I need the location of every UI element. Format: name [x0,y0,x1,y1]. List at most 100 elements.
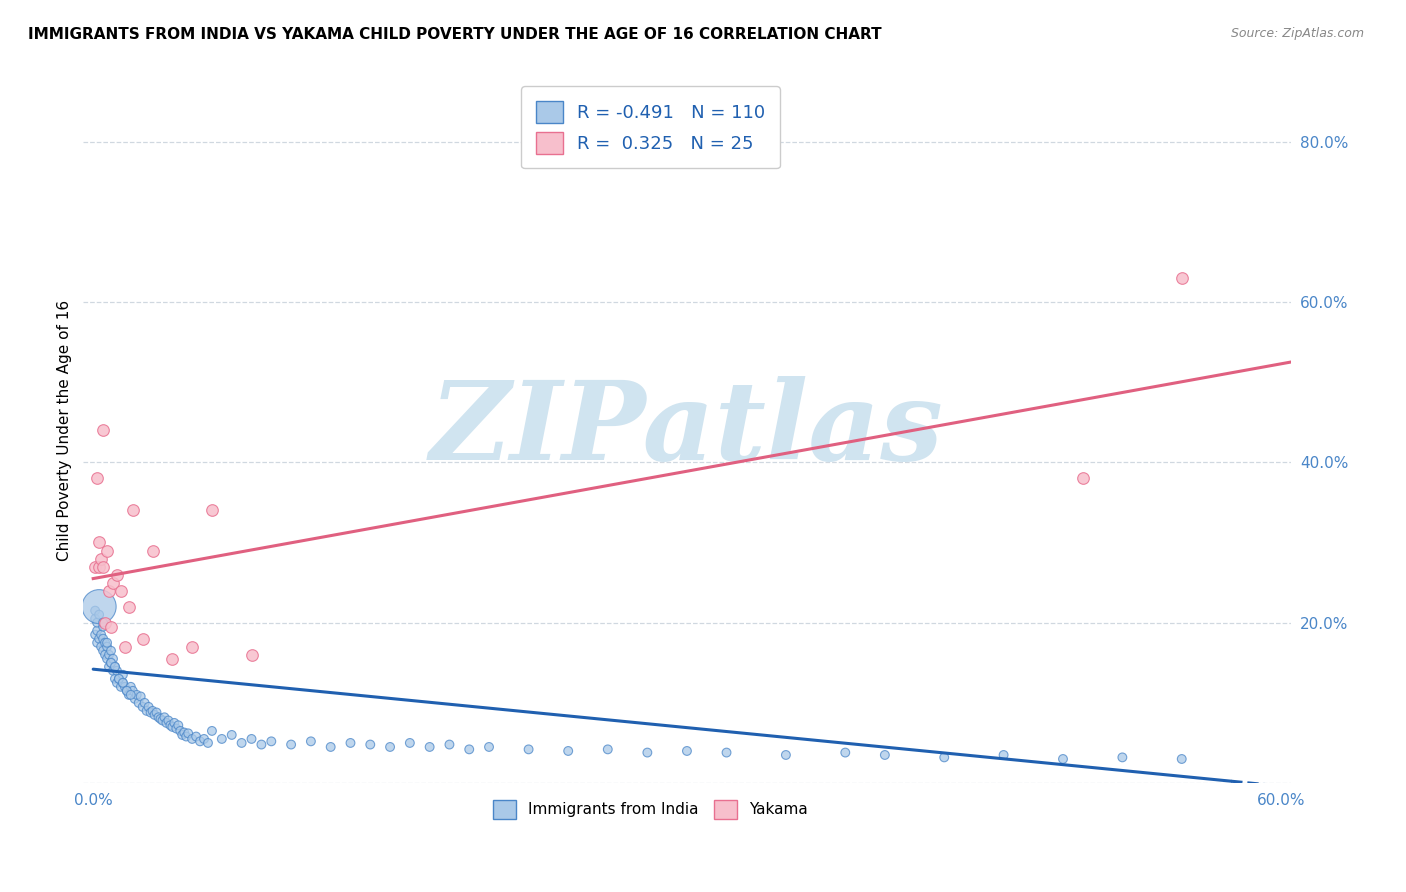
Point [101,652,124,666]
Point [86,615,108,630]
Point [111,667,134,681]
Point [86,624,108,638]
Point [91,644,114,658]
Point [129,690,152,704]
Point [299,734,322,748]
Point [1111,750,1133,764]
Point [100,644,122,658]
Point [91,620,114,634]
Point [96,543,118,558]
Point [110,680,132,694]
Point [240,648,263,662]
Point [250,738,273,752]
Point [934,750,956,764]
Point [86,636,108,650]
Point [131,699,153,714]
Point [104,660,127,674]
Text: ZIPatlas: ZIPatlas [430,376,943,484]
Point [201,503,224,517]
Point [121,683,143,698]
Point [84,628,107,642]
Point [91,615,114,630]
Point [104,660,127,674]
Point [134,696,156,710]
Point [240,731,263,746]
Point [111,675,134,690]
Point [775,747,797,762]
Point [121,503,143,517]
Point [105,675,128,690]
Point [339,736,361,750]
Point [319,739,342,754]
Y-axis label: Child Poverty Under the Age of 16: Child Poverty Under the Age of 16 [58,300,72,561]
Point [197,736,219,750]
Point [153,710,176,724]
Point [517,742,540,756]
Point [100,656,122,670]
Point [359,738,381,752]
Point [152,714,174,728]
Point [89,607,111,622]
Point [108,672,131,686]
Point [96,640,118,654]
Point [458,742,481,756]
Legend: Immigrants from India, Yakama: Immigrants from India, Yakama [488,794,814,825]
Text: IMMIGRANTS FROM INDIA VS YAKAMA CHILD POVERTY UNDER THE AGE OF 16 CORRELATION CH: IMMIGRANTS FROM INDIA VS YAKAMA CHILD PO… [28,27,882,42]
Point [84,559,107,574]
Point [399,736,422,750]
Point [114,680,136,694]
Point [193,731,215,746]
Point [84,604,107,618]
Point [120,680,142,694]
Point [145,706,167,720]
Point [101,575,124,590]
Point [105,664,128,678]
Point [125,688,148,702]
Point [167,718,190,732]
Point [105,567,128,582]
Point [104,672,127,686]
Point [157,714,180,728]
Point [478,739,501,754]
Point [162,720,184,734]
Point [135,704,157,718]
Point [98,583,121,598]
Point [120,688,142,702]
Point [181,731,204,746]
Point [172,728,194,742]
Point [124,691,146,706]
Point [115,683,138,698]
Point [98,648,121,662]
Point [221,728,243,742]
Point [993,747,1015,762]
Point [89,559,111,574]
Point [108,672,131,686]
Point [131,632,153,646]
Point [90,551,112,566]
Point [100,620,122,634]
Point [1170,752,1192,766]
Point [1170,271,1192,285]
Point [98,660,121,674]
Point [115,683,138,698]
Point [716,746,738,760]
Point [96,636,118,650]
Point [96,652,118,666]
Point [173,725,195,739]
Point [94,648,117,662]
Point [118,599,141,614]
Point [676,744,699,758]
Point [280,738,302,752]
Point [143,707,166,722]
Point [139,706,162,720]
Text: Source: ZipAtlas.com: Source: ZipAtlas.com [1230,27,1364,40]
Point [378,739,401,754]
Point [90,628,112,642]
Point [84,612,107,626]
Point [557,744,579,758]
Point [162,652,184,666]
Point [86,471,108,485]
Point [419,739,441,754]
Point [89,535,111,549]
Point [91,632,114,646]
